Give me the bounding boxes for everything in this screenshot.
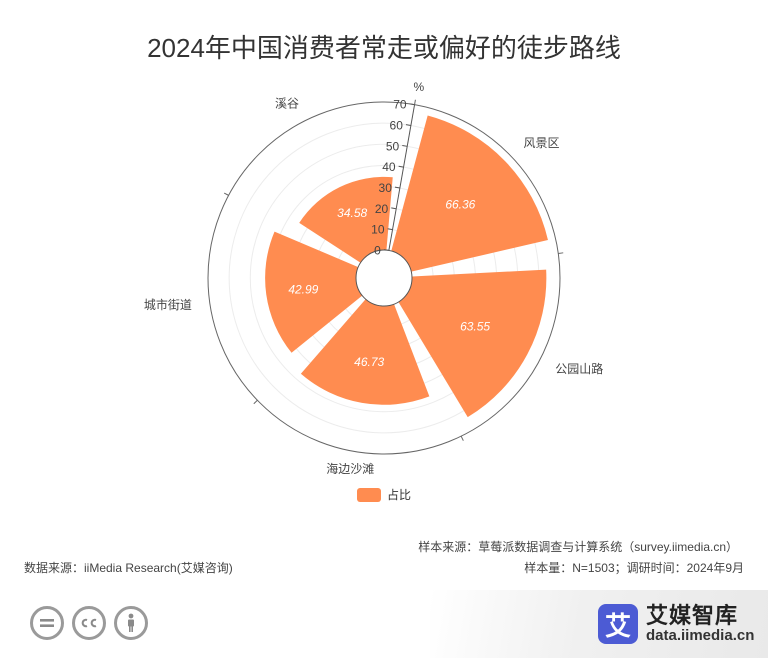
legend[interactable]: 占比 bbox=[357, 486, 411, 503]
sample-source: 样本来源：草莓派数据调查与计算系统（survey.iimedia.cn） bbox=[418, 540, 738, 554]
data-source: 数据来源：iiMedia Research(艾媒咨询) bbox=[24, 561, 233, 575]
category-label: 公园山路 bbox=[555, 361, 603, 376]
radial-tick bbox=[391, 207, 397, 210]
equal-icon bbox=[30, 606, 64, 640]
data-label: 34.58 bbox=[337, 206, 367, 220]
radial-tick bbox=[405, 124, 411, 126]
page-title: 2024年中国消费者常走或偏好的徒步路线 bbox=[147, 33, 621, 63]
radial-tick bbox=[387, 228, 393, 231]
category-label: 溪谷 bbox=[275, 97, 299, 111]
radial-tick-label: 30 bbox=[379, 181, 393, 195]
outer-tick bbox=[253, 399, 258, 405]
radial-tick bbox=[402, 144, 408, 147]
outer-tick bbox=[223, 192, 229, 196]
bar-4 bbox=[299, 176, 393, 263]
radial-tick-label: 70 bbox=[393, 98, 407, 112]
brand-name: 艾媒智库 bbox=[646, 603, 739, 628]
category-label: 城市街道 bbox=[144, 297, 192, 312]
person-icon bbox=[114, 606, 148, 640]
radial-tick bbox=[394, 186, 400, 189]
bar-3 bbox=[265, 231, 363, 353]
data-label: 42.99 bbox=[288, 282, 318, 296]
radial-tick bbox=[383, 249, 389, 251]
category-label: 海边沙滩 bbox=[326, 461, 374, 476]
inner-hole bbox=[355, 249, 413, 307]
radial-axis bbox=[388, 104, 416, 251]
radial-tick-label: 20 bbox=[375, 202, 389, 216]
radial-tick bbox=[409, 103, 415, 106]
radial-tick-label: 40 bbox=[382, 160, 396, 174]
outer-ring bbox=[207, 101, 561, 455]
brand: 艾 艾媒智库 data.iimedia.cn bbox=[598, 603, 755, 645]
cc-license-icons bbox=[30, 606, 148, 640]
bar-0 bbox=[391, 115, 548, 272]
cc-icon bbox=[72, 606, 106, 640]
bar-1 bbox=[398, 269, 547, 418]
outer-tick bbox=[414, 99, 416, 105]
outer-tick bbox=[558, 252, 564, 255]
sample-info: 样本量：N=1503；调研时间：2024年9月 bbox=[524, 561, 744, 575]
data-label: 63.55 bbox=[460, 319, 490, 333]
legend-swatch bbox=[357, 487, 381, 502]
radial-tick-label: 10 bbox=[371, 223, 385, 237]
radial-tick-label: 60 bbox=[390, 118, 404, 132]
bar-2 bbox=[300, 299, 430, 405]
brand-logo-icon: 艾 bbox=[598, 604, 638, 645]
outer-tick bbox=[460, 435, 464, 441]
radial-tick bbox=[398, 165, 404, 168]
radial-tick-label: 0 bbox=[374, 243, 381, 257]
unit-label: % bbox=[414, 80, 425, 94]
brand-url: data.iimedia.cn bbox=[646, 627, 755, 645]
radial-tick-label: 50 bbox=[386, 139, 400, 153]
category-label: 风景区 bbox=[524, 136, 560, 150]
data-label: 46.73 bbox=[354, 355, 384, 369]
data-label: 66.36 bbox=[445, 197, 475, 211]
legend-label: 占比 bbox=[387, 488, 412, 502]
